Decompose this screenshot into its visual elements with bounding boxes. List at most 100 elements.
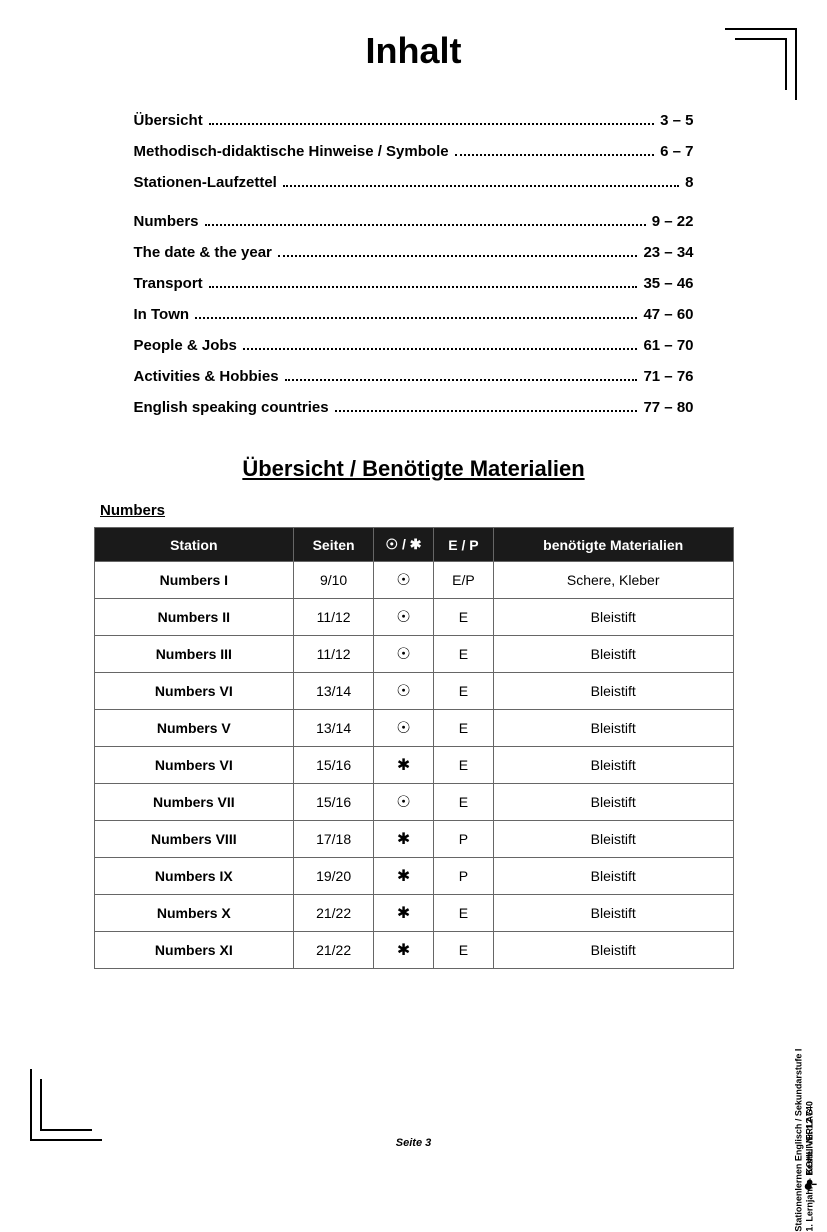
- cell-materialien: Bleistift: [493, 599, 733, 636]
- cell-station: Numbers X: [94, 895, 294, 932]
- cell-seiten: 21/22: [294, 932, 374, 969]
- toc-pages: 71 – 76: [643, 368, 693, 385]
- cell-ep: E: [433, 932, 493, 969]
- table-row: Numbers XI21/22✱EBleistift: [94, 932, 733, 969]
- star-icon: ✱: [374, 747, 434, 784]
- publisher-name: KOHL VERLAG: [804, 1109, 814, 1174]
- materials-table: Station Seiten ☉ / ✱ E / P benötigte Mat…: [94, 527, 734, 969]
- table-row: Numbers V13/14☉EBleistift: [94, 710, 733, 747]
- star-icon: ✱: [374, 932, 434, 969]
- cell-station: Numbers XI: [94, 932, 294, 969]
- star-icon: ✱: [374, 858, 434, 895]
- toc-dots: [209, 286, 638, 288]
- toc-label: In Town: [134, 306, 190, 323]
- toc-row: Methodisch-didaktische Hinweise / Symbol…: [134, 143, 694, 160]
- toc-label: The date & the year: [134, 244, 272, 261]
- dot-icon: ☉: [374, 710, 434, 747]
- cell-materialien: Bleistift: [493, 636, 733, 673]
- cell-ep: P: [433, 858, 493, 895]
- table-row: Numbers IX19/20✱PBleistift: [94, 858, 733, 895]
- toc-pages: 9 – 22: [652, 213, 694, 230]
- cell-seiten: 21/22: [294, 895, 374, 932]
- col-materialien: benötigte Materialien: [493, 528, 733, 562]
- col-station: Station: [94, 528, 294, 562]
- cell-station: Numbers II: [94, 599, 294, 636]
- toc-row: Übersicht 3 – 5: [134, 112, 694, 129]
- toc-pages: 47 – 60: [643, 306, 693, 323]
- dot-icon: ☉: [374, 636, 434, 673]
- overview-subtitle: Übersicht / Benötigte Materialien: [70, 456, 757, 482]
- cell-materialien: Bleistift: [493, 858, 733, 895]
- cell-ep: E: [433, 784, 493, 821]
- cell-materialien: Bleistift: [493, 821, 733, 858]
- toc-dots: [283, 185, 679, 187]
- star-icon: ✱: [374, 821, 434, 858]
- toc-pages: 35 – 46: [643, 275, 693, 292]
- toc-label: Übersicht: [134, 112, 203, 129]
- cell-ep: E: [433, 673, 493, 710]
- toc-label: Activities & Hobbies: [134, 368, 279, 385]
- toc-dots: [205, 224, 646, 226]
- toc-row: People & Jobs 61 – 70: [134, 337, 694, 354]
- toc-row: Stationen-Laufzettel8: [134, 174, 694, 191]
- table-row: Numbers VII15/16☉EBleistift: [94, 784, 733, 821]
- cell-ep: E: [433, 636, 493, 673]
- cell-seiten: 13/14: [294, 673, 374, 710]
- toc-row: English speaking countries77 – 80: [134, 399, 694, 416]
- cell-materialien: Bleistift: [493, 784, 733, 821]
- toc-pages: 61 – 70: [643, 337, 693, 354]
- section-heading-numbers: Numbers: [100, 502, 757, 519]
- cell-ep: P: [433, 821, 493, 858]
- toc-row: Transport 35 – 46: [134, 275, 694, 292]
- toc-row: Activities & Hobbies 71 – 76: [134, 368, 694, 385]
- toc-dots: [335, 410, 638, 412]
- toc-pages: 3 – 5: [660, 112, 693, 129]
- toc-dots: [455, 154, 655, 156]
- dot-icon: ☉: [374, 673, 434, 710]
- star-icon: ✱: [374, 895, 434, 932]
- dot-icon: ☉: [374, 784, 434, 821]
- cell-station: Numbers VI: [94, 747, 294, 784]
- cell-materialien: Schere, Kleber: [493, 562, 733, 599]
- toc-label: People & Jobs: [134, 337, 237, 354]
- table-row: Numbers I9/10☉E/PSchere, Kleber: [94, 562, 733, 599]
- table-of-contents: Übersicht 3 – 5 Methodisch-didaktische Hin…: [134, 112, 694, 416]
- toc-dots: [209, 123, 654, 125]
- table-row: Numbers VI15/16✱EBleistift: [94, 747, 733, 784]
- cell-ep: E/P: [433, 562, 493, 599]
- cell-seiten: 13/14: [294, 710, 374, 747]
- toc-dots: [243, 348, 638, 350]
- cell-ep: E: [433, 747, 493, 784]
- cell-seiten: 15/16: [294, 747, 374, 784]
- cell-seiten: 19/20: [294, 858, 374, 895]
- side-line1: Stationenlernen Englisch / Sekundarstufe…: [793, 1049, 803, 1232]
- toc-label: Transport: [134, 275, 203, 292]
- publisher-logo: KOHL VERLAG: [803, 1109, 817, 1191]
- cell-ep: E: [433, 710, 493, 747]
- toc-dots: [285, 379, 638, 381]
- cell-materialien: Bleistift: [493, 932, 733, 969]
- toc-label: English speaking countries: [134, 399, 329, 416]
- cell-materialien: Bleistift: [493, 895, 733, 932]
- cell-materialien: Bleistift: [493, 710, 733, 747]
- col-seiten: Seiten: [294, 528, 374, 562]
- cell-ep: E: [433, 599, 493, 636]
- toc-pages: 6 – 7: [660, 143, 693, 160]
- toc-label: Stationen-Laufzettel: [134, 174, 277, 191]
- toc-label: Methodisch-didaktische Hinweise / Symbol…: [134, 143, 449, 160]
- cell-station: Numbers VIII: [94, 821, 294, 858]
- cell-station: Numbers I: [94, 562, 294, 599]
- tree-icon: [803, 1177, 817, 1191]
- cell-ep: E: [433, 895, 493, 932]
- col-symbol: ☉ / ✱: [374, 528, 434, 562]
- corner-decoration-bottom-left: [30, 1071, 100, 1141]
- toc-label: Numbers: [134, 213, 199, 230]
- cell-seiten: 11/12: [294, 636, 374, 673]
- toc-row: Numbers 9 – 22: [134, 213, 694, 230]
- cell-seiten: 15/16: [294, 784, 374, 821]
- table-row: Numbers III11/12☉EBleistift: [94, 636, 733, 673]
- cell-station: Numbers VII: [94, 784, 294, 821]
- toc-row: The date & the year23 – 34: [134, 244, 694, 261]
- page-title: Inhalt: [70, 30, 757, 72]
- dot-icon: ☉: [374, 562, 434, 599]
